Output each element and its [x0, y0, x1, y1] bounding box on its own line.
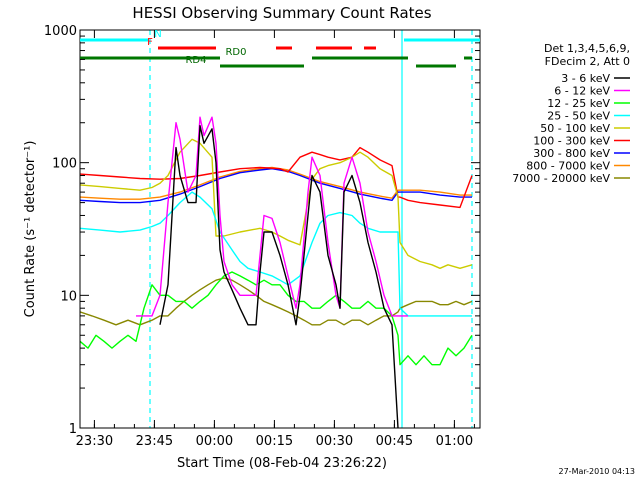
x-tick-label-2: 00:00 [196, 434, 233, 449]
legend-entry-label-5: 100 - 300 keV [533, 135, 610, 148]
series-line-4 [80, 138, 473, 269]
y-tick-label-1: 10 [60, 289, 77, 304]
series-line-7 [80, 166, 472, 200]
series-line-1 [136, 116, 408, 317]
x-tick-label-1: 23:45 [136, 434, 173, 449]
legend: Det 1,3,4,5,6,9, FDecim 2, Att 0 3 - 6 k… [512, 42, 630, 185]
series-line-2 [80, 271, 473, 366]
timestamp: 27-Mar-2010 04:13 [559, 467, 636, 476]
y-axis-label: Count Rate (s⁻¹ detector⁻¹) [23, 141, 38, 318]
legend-entry-label-1: 6 - 12 keV [554, 85, 610, 98]
flag-label-0: N [154, 29, 161, 40]
x-tick-label-3: 00:15 [256, 434, 293, 449]
x-axis-label: Start Time (08-Feb-04 23:26:22) [177, 456, 387, 471]
legend-entry-label-4: 50 - 100 keV [540, 122, 610, 135]
legend-entry-label-8: 7000 - 20000 keV [512, 172, 610, 185]
legend-header-line-2: FDecim 2, Att 0 [545, 55, 630, 68]
y-tick-label-0: 1 [69, 422, 77, 437]
axis-ticks: NF RD0 RD4 23:30 23:45 00:00 00:15 00:30 00:45 01… [44, 24, 480, 449]
plot-area [80, 30, 473, 428]
chart-title: HESSI Observing Summary Count Rates [132, 4, 431, 22]
legend-header-line-1: Det 1,3,4,5,6,9, [544, 42, 630, 55]
series-line-0 [159, 125, 399, 428]
x-tick-label-6: 01:00 [436, 434, 473, 449]
series-line-5 [80, 146, 473, 209]
legend-entry-label-2: 12 - 25 keV [547, 97, 610, 110]
x-tick-label-4: 00:30 [316, 434, 353, 449]
x-tick-label-5: 00:45 [376, 434, 413, 449]
series-line-6 [80, 168, 472, 204]
legend-entry-label-3: 25 - 50 keV [547, 110, 610, 123]
flag-label-3: RD4 [185, 55, 206, 66]
series-line-8 [80, 277, 473, 326]
x-tick-label-0: 23:30 [76, 434, 113, 449]
y-tick-label-3: 1000 [44, 24, 77, 39]
flag-label-2: RD0 [225, 47, 246, 58]
legend-entry-label-6: 300 - 800 keV [533, 147, 610, 160]
flag-label-1: F [147, 37, 153, 48]
y-tick-label-2: 100 [52, 157, 77, 172]
plot-frame [79, 29, 481, 429]
legend-entry-label-7: 800 - 7000 keV [526, 160, 610, 173]
legend-entry-label-0: 3 - 6 keV [561, 72, 610, 85]
